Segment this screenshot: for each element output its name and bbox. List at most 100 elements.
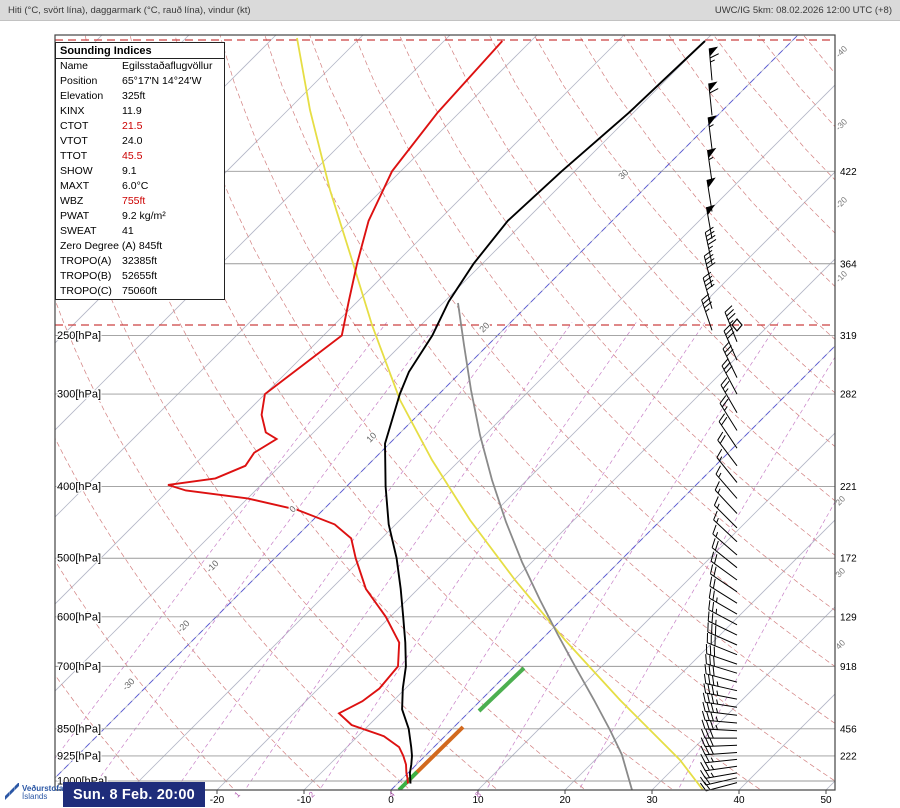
index-label: Elevation	[60, 90, 104, 102]
wind-barb	[701, 719, 738, 732]
index-label: TROPO(B)	[60, 270, 112, 282]
height-label: 456	[840, 724, 857, 735]
mixing-ratio-label: 4	[387, 790, 397, 800]
logo-text: Veðurstofa Íslands	[22, 784, 63, 802]
height-label: 918	[840, 662, 857, 673]
wind-barb	[710, 564, 738, 593]
wind-barb	[708, 81, 719, 116]
axis-labels: 250[hPa] 300[hPa] 400[hPa] 500[hPa] 600[hPa]…	[56, 43, 857, 806]
wind-barb	[707, 611, 738, 636]
inchart-grid-label: 30	[616, 167, 630, 181]
temp-axis-label: -20	[210, 795, 225, 806]
index-label: MAXT	[60, 180, 90, 192]
mixing-ratio-label: 2	[307, 790, 317, 800]
index-value: 21.5	[122, 120, 143, 132]
indices-row: WBZ 755ft	[56, 194, 224, 209]
wind-barb	[702, 692, 738, 708]
vedurstofa-logo: Veðurstofa Íslands	[4, 783, 63, 803]
index-value: 9.2 kg/m²	[122, 210, 166, 222]
inchart-grid-label: -30	[120, 676, 136, 692]
index-value: 755ft	[122, 195, 146, 207]
index-label: KINX	[60, 105, 85, 117]
plot-border	[54, 34, 836, 791]
height-label: 364	[840, 259, 857, 270]
height-label: 172	[840, 554, 857, 565]
tropopause-marker-diamond	[731, 318, 743, 332]
index-label: WBZ	[60, 195, 84, 207]
index-label: TROPO(A)	[60, 255, 112, 267]
wind-barb	[714, 481, 738, 514]
sounding-indices-box: Sounding Indices Name Egilsstaðaflugvöllu…	[55, 42, 225, 300]
mixing-ratio-label: 8	[473, 790, 483, 800]
indices-row: TROPO(B) 52655ft	[56, 269, 224, 284]
wind-barb	[701, 728, 737, 739]
indices-row: TROPO(C) 75060ft	[56, 284, 224, 299]
indices-row: Elevation 325ft	[56, 89, 224, 104]
indices-row: TTOT 45.5	[56, 149, 224, 164]
wind-barb	[700, 737, 738, 747]
wind-barb	[718, 413, 738, 449]
wind-barb	[701, 710, 738, 724]
index-value: Egilsstaðaflugvöllur	[122, 60, 213, 72]
inchart-grid-label: 20	[477, 320, 491, 334]
header-model-info: UWC/IG 5km: 08.02.2026 12:00 UTC (+8)	[714, 4, 892, 16]
index-label: VTOT	[60, 135, 88, 147]
logo-line2: Íslands	[22, 792, 48, 801]
index-value: 45.5	[122, 150, 143, 162]
height-label: 221	[840, 482, 857, 493]
wind-barb	[708, 46, 719, 81]
index-value: 32385ft	[122, 255, 158, 267]
mixing-ratio-grid	[55, 322, 835, 788]
wind-barb	[703, 683, 738, 700]
height-label: 222	[840, 751, 857, 762]
index-value: 65°17'N 14°24'W	[122, 75, 202, 87]
valid-time: Sun. 8 Feb. 20:00	[73, 786, 195, 803]
height-label: 282	[840, 390, 857, 401]
vedurstofa-logo-icon	[5, 783, 19, 800]
temp-axis-label: 20	[559, 795, 571, 806]
index-label: Position	[60, 75, 98, 87]
index-value: 11.9	[122, 105, 142, 117]
wind-barb	[713, 510, 738, 543]
wind-barb	[721, 358, 738, 395]
index-label: PWAT	[60, 210, 90, 222]
index-value: 41	[122, 225, 134, 237]
tropopause-lines	[55, 39, 835, 326]
temp-axis-label: -10	[297, 795, 312, 806]
wind-barb	[711, 538, 738, 569]
edge-isotherm-label: -10	[833, 268, 849, 284]
index-label: CTOT	[60, 120, 89, 132]
indices-row: Name Egilsstaðaflugvöllur	[56, 59, 224, 74]
wind-barb	[712, 524, 738, 556]
pressure-label: 500[hPa]	[57, 553, 101, 565]
wind-barb	[708, 600, 738, 626]
edge-isotherm-label: -30	[833, 116, 849, 132]
temperature-curve	[384, 40, 706, 784]
pressure-label: 850[hPa]	[57, 723, 101, 735]
wind-barb	[716, 448, 738, 483]
wind-barb	[717, 431, 738, 467]
index-value: 52655ft	[122, 270, 158, 282]
indices-row: VTOT 24.0	[56, 134, 224, 149]
wind-barb	[705, 643, 738, 665]
wind-barbs-column	[699, 46, 743, 792]
temp-axis-label: 10	[472, 795, 484, 806]
wind-barb	[702, 701, 738, 716]
wind-barb	[700, 745, 738, 756]
header-legend: Hiti (°C, svört lína), daggarmark (°C, r…	[8, 4, 251, 16]
index-value: 325ft	[122, 90, 146, 102]
pressure-label: 700[hPa]	[57, 661, 101, 673]
pressure-label: 925[hPa]	[57, 750, 101, 762]
edge-isotherm-label: -40	[833, 43, 849, 59]
pressure-label: 250[hPa]	[57, 330, 101, 342]
index-label: Name	[60, 60, 89, 72]
wind-barb	[713, 496, 738, 529]
highlight-segment	[477, 666, 526, 713]
wind-barb	[722, 341, 738, 378]
height-label: 422	[840, 167, 857, 178]
wind-barb	[704, 226, 717, 264]
index-value: 75060ft	[122, 285, 158, 297]
indices-title: Sounding Indices	[56, 43, 224, 59]
